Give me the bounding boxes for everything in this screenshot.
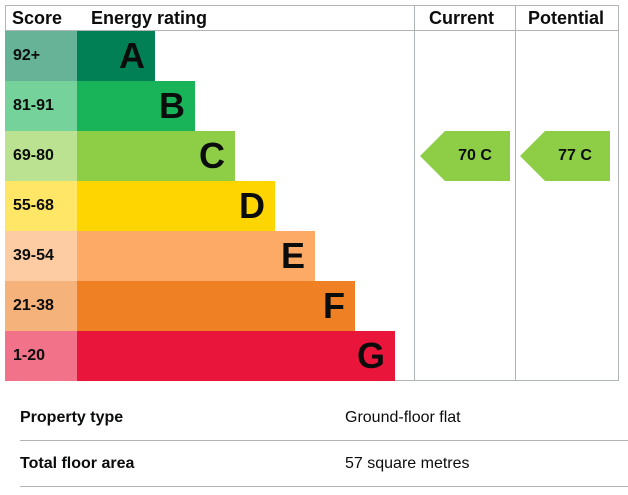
potential-header: Potential <box>528 8 605 28</box>
divider <box>20 440 628 441</box>
energy-rating-header: Energy rating <box>91 8 208 28</box>
band-score: 69-80 <box>5 131 77 181</box>
band-letter: B <box>159 85 185 126</box>
band-letter: A <box>119 35 145 76</box>
band-score: 55-68 <box>5 181 77 231</box>
band-letter: G <box>356 335 385 376</box>
current-rating-arrow: 70 C <box>420 131 510 181</box>
band-bar: A <box>77 31 155 81</box>
property-type-row: Property type Ground-floor flat <box>20 395 628 441</box>
grid-line <box>515 5 516 381</box>
floor-area-value: 57 square metres <box>345 455 470 472</box>
band-bar: F <box>77 281 355 331</box>
grid-line <box>5 30 619 31</box>
band-score: 1-20 <box>5 331 77 381</box>
band-letter: F <box>323 285 345 326</box>
band-bar: B <box>77 81 195 131</box>
potential-rating-label: 77 C <box>558 147 592 164</box>
grid-line <box>618 5 619 381</box>
band-score: 92+ <box>5 31 77 81</box>
energy-rating-chart: Score Energy rating Current Potential 92… <box>5 5 619 381</box>
band-score: 39-54 <box>5 231 77 281</box>
current-rating-label: 70 C <box>458 147 492 164</box>
divider <box>20 486 628 487</box>
band-score: 21-38 <box>5 281 77 331</box>
property-type-label: Property type <box>20 409 124 426</box>
score-header: Score <box>12 8 63 28</box>
band-bar: G <box>77 331 395 381</box>
grid-line <box>414 5 415 381</box>
floor-area-label: Total floor area <box>20 455 135 472</box>
band-letter: D <box>239 185 265 226</box>
floor-area-row: Total floor area 57 square metres <box>20 441 628 487</box>
band-bar: C <box>77 131 235 181</box>
property-type-value: Ground-floor flat <box>345 409 461 426</box>
arrow-shape <box>520 131 610 181</box>
band-letter: C <box>199 135 225 176</box>
potential-rating-arrow: 77 C <box>520 131 610 181</box>
band-bar: D <box>77 181 275 231</box>
band-score: 81-91 <box>5 81 77 131</box>
grid-line <box>5 5 619 6</box>
current-header: Current <box>429 8 495 28</box>
band-letter: E <box>280 235 305 276</box>
arrow-shape <box>420 131 510 181</box>
band-bar: E <box>77 231 315 281</box>
